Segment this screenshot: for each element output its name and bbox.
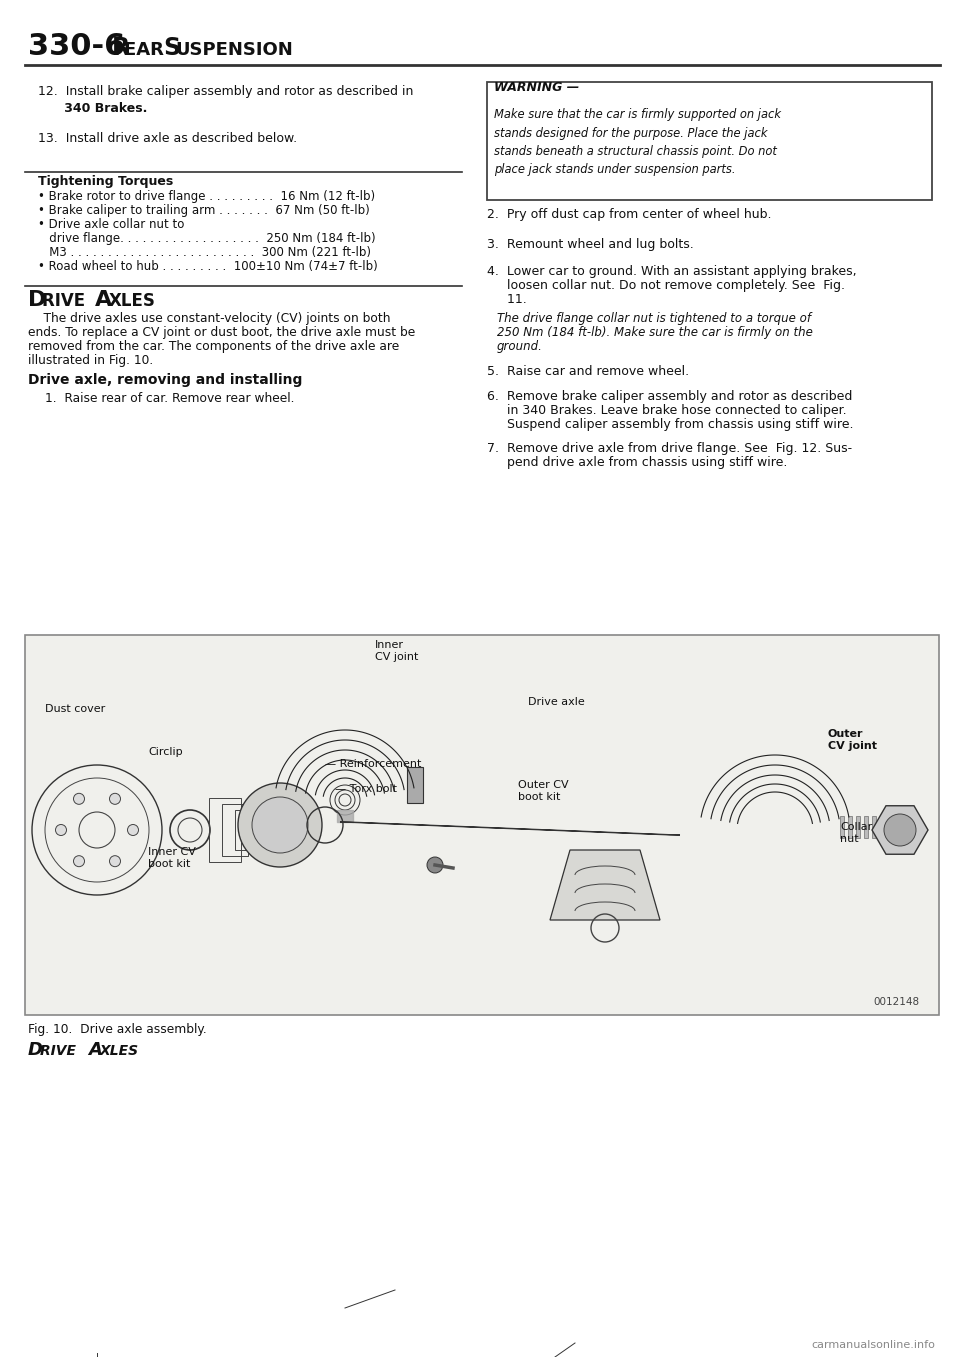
Text: removed from the car. The components of the drive axle are: removed from the car. The components of … <box>28 341 399 353</box>
Text: 4.  Lower car to ground. With an assistant applying brakes,: 4. Lower car to ground. With an assistan… <box>487 265 856 278</box>
Text: 6.  Remove brake caliper assembly and rotor as described: 6. Remove brake caliper assembly and rot… <box>487 389 852 403</box>
Text: RIVE: RIVE <box>40 1044 81 1058</box>
Text: CV joint: CV joint <box>828 741 877 750</box>
Text: XLES: XLES <box>109 292 156 309</box>
Text: M3 . . . . . . . . . . . . . . . . . . . . . . . . .  300 Nm (221 ft-lb): M3 . . . . . . . . . . . . . . . . . . .… <box>38 246 371 259</box>
Circle shape <box>56 825 66 836</box>
Text: 3.  Remount wheel and lug bolts.: 3. Remount wheel and lug bolts. <box>487 237 694 251</box>
Text: 2.  Pry off dust cap from center of wheel hub.: 2. Pry off dust cap from center of wheel… <box>487 208 772 221</box>
Text: Outer: Outer <box>828 729 863 740</box>
Circle shape <box>109 856 121 867</box>
Text: XLES: XLES <box>100 1044 139 1058</box>
Text: drive flange. . . . . . . . . . . . . . . . . . .  250 Nm (184 ft-lb): drive flange. . . . . . . . . . . . . . … <box>38 232 375 246</box>
Text: Inner CV: Inner CV <box>148 847 196 858</box>
Text: S: S <box>163 37 180 60</box>
Text: A: A <box>88 1041 102 1058</box>
Text: pend drive axle from chassis using stiff wire.: pend drive axle from chassis using stiff… <box>487 456 787 470</box>
Polygon shape <box>856 816 860 839</box>
Polygon shape <box>912 816 916 839</box>
Text: Drive axle: Drive axle <box>528 697 585 707</box>
Text: Outer CV: Outer CV <box>518 780 568 790</box>
Text: EAR: EAR <box>124 41 170 58</box>
Circle shape <box>74 794 84 805</box>
Text: illustrated in Fig. 10.: illustrated in Fig. 10. <box>28 354 154 366</box>
Polygon shape <box>840 816 844 839</box>
Text: ends. To replace a CV joint or dust boot, the drive axle must be: ends. To replace a CV joint or dust boot… <box>28 326 416 339</box>
Polygon shape <box>896 816 900 839</box>
Text: 1.  Raise rear of car. Remove rear wheel.: 1. Raise rear of car. Remove rear wheel. <box>45 392 295 404</box>
Text: USPENSION: USPENSION <box>175 41 293 58</box>
Text: 13.  Install drive axle as described below.: 13. Install drive axle as described belo… <box>38 132 298 145</box>
FancyBboxPatch shape <box>487 81 932 199</box>
Text: — Reinforcement: — Reinforcement <box>325 759 421 769</box>
Circle shape <box>238 783 322 867</box>
Text: D: D <box>28 290 46 309</box>
Text: ground.: ground. <box>497 341 542 353</box>
Text: Suspend caliper assembly from chassis using stiff wire.: Suspend caliper assembly from chassis us… <box>487 418 853 432</box>
Circle shape <box>252 797 308 854</box>
Text: CV joint: CV joint <box>375 651 419 662</box>
Text: A: A <box>95 290 112 309</box>
Text: 0012148: 0012148 <box>874 997 920 1007</box>
Circle shape <box>884 814 916 845</box>
Text: 7.  Remove drive axle from drive flange. See  Fig. 12. Sus-: 7. Remove drive axle from drive flange. … <box>487 442 852 455</box>
Text: WARNING —: WARNING — <box>494 81 579 94</box>
Polygon shape <box>880 816 884 839</box>
Text: 250 Nm (184 ft-lb). Make sure the car is firmly on the: 250 Nm (184 ft-lb). Make sure the car is… <box>497 326 813 339</box>
Text: boot kit: boot kit <box>518 792 561 802</box>
Text: Circlip: Circlip <box>148 746 182 757</box>
Text: — Torx bolt: — Torx bolt <box>335 784 397 794</box>
Polygon shape <box>864 816 868 839</box>
Text: RIVE: RIVE <box>42 292 91 309</box>
Text: 340 Brakes.: 340 Brakes. <box>38 102 148 115</box>
FancyBboxPatch shape <box>25 635 939 1015</box>
Circle shape <box>427 858 443 873</box>
Text: Tightening Torques: Tightening Torques <box>38 175 173 189</box>
Text: The drive flange collar nut is tightened to a torque of: The drive flange collar nut is tightened… <box>497 312 811 324</box>
Text: • Brake caliper to trailing arm . . . . . . .  67 Nm (50 ft-lb): • Brake caliper to trailing arm . . . . … <box>38 204 370 217</box>
Polygon shape <box>550 849 660 920</box>
Text: 330-6: 330-6 <box>28 33 126 61</box>
Text: 5.  Raise car and remove wheel.: 5. Raise car and remove wheel. <box>487 365 689 379</box>
Text: carmanualsonline.info: carmanualsonline.info <box>811 1339 935 1350</box>
Text: R: R <box>112 37 131 60</box>
Text: • Drive axle collar nut to: • Drive axle collar nut to <box>38 218 184 231</box>
Text: Drive axle, removing and installing: Drive axle, removing and installing <box>28 373 302 387</box>
Text: in 340 Brakes. Leave brake hose connected to caliper.: in 340 Brakes. Leave brake hose connecte… <box>487 404 847 417</box>
Circle shape <box>128 825 138 836</box>
Bar <box>407 767 423 803</box>
Text: Fig. 10.  Drive axle assembly.: Fig. 10. Drive axle assembly. <box>28 1023 206 1035</box>
Polygon shape <box>888 816 892 839</box>
Polygon shape <box>848 816 852 839</box>
Polygon shape <box>872 816 876 839</box>
Text: 11.: 11. <box>487 293 527 305</box>
Polygon shape <box>904 816 908 839</box>
Text: loosen collar nut. Do not remove completely. See  Fig.: loosen collar nut. Do not remove complet… <box>487 280 845 292</box>
Text: boot kit: boot kit <box>148 859 190 868</box>
Circle shape <box>109 794 121 805</box>
Text: Collar: Collar <box>840 822 873 832</box>
Text: D: D <box>28 1041 43 1058</box>
Text: 12.  Install brake caliper assembly and rotor as described in: 12. Install brake caliper assembly and r… <box>38 85 414 98</box>
Text: nut: nut <box>840 835 858 844</box>
Text: • Road wheel to hub . . . . . . . . .  100±10 Nm (74±7 ft-lb): • Road wheel to hub . . . . . . . . . 10… <box>38 261 377 273</box>
Circle shape <box>74 856 84 867</box>
Text: Make sure that the car is firmly supported on jack
stands designed for the purpo: Make sure that the car is firmly support… <box>494 109 781 176</box>
Text: • Brake rotor to drive flange . . . . . . . . .  16 Nm (12 ft-lb): • Brake rotor to drive flange . . . . . … <box>38 190 375 204</box>
Text: The drive axles use constant-velocity (CV) joints on both: The drive axles use constant-velocity (C… <box>28 312 391 324</box>
Text: Inner: Inner <box>375 641 404 650</box>
Text: Dust cover: Dust cover <box>45 704 106 714</box>
Polygon shape <box>340 822 680 835</box>
